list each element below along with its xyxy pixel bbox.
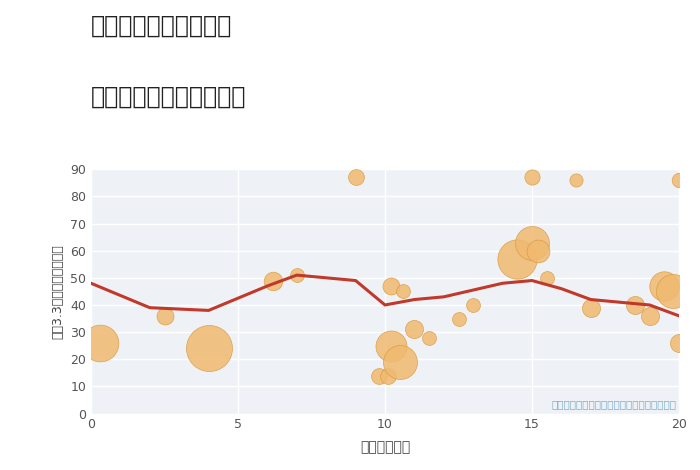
X-axis label: 駅距離（分）: 駅距離（分） bbox=[360, 440, 410, 454]
Point bbox=[382, 372, 393, 379]
Point bbox=[541, 274, 552, 282]
Point bbox=[644, 312, 655, 320]
Point bbox=[385, 342, 396, 350]
Point bbox=[267, 277, 279, 284]
Point bbox=[512, 255, 523, 263]
Point bbox=[468, 301, 479, 309]
Point bbox=[526, 239, 538, 246]
Point bbox=[394, 358, 405, 366]
Point bbox=[659, 282, 670, 290]
Point bbox=[673, 339, 685, 347]
Text: 千葉県鴨川市南小町の: 千葉県鴨川市南小町の bbox=[91, 14, 232, 38]
Point bbox=[385, 282, 396, 290]
Point bbox=[424, 334, 435, 341]
Text: 円の大きさは、取引のあった物件面積を示す: 円の大きさは、取引のあった物件面積を示す bbox=[551, 400, 676, 409]
Point bbox=[409, 326, 420, 333]
Y-axis label: 坪（3.3㎡）単価（万円）: 坪（3.3㎡）単価（万円） bbox=[52, 244, 64, 339]
Point bbox=[668, 288, 679, 295]
Point bbox=[203, 345, 214, 352]
Point bbox=[94, 339, 106, 347]
Point bbox=[397, 288, 408, 295]
Point bbox=[585, 304, 596, 312]
Point bbox=[159, 312, 170, 320]
Text: 駅距離別中古戸建て価格: 駅距離別中古戸建て価格 bbox=[91, 85, 246, 109]
Point bbox=[374, 372, 385, 379]
Point bbox=[570, 176, 582, 184]
Point bbox=[453, 315, 464, 322]
Point bbox=[291, 271, 302, 279]
Point bbox=[629, 301, 641, 309]
Point bbox=[526, 173, 538, 181]
Point bbox=[673, 176, 685, 184]
Point bbox=[532, 247, 543, 254]
Point bbox=[350, 173, 361, 181]
